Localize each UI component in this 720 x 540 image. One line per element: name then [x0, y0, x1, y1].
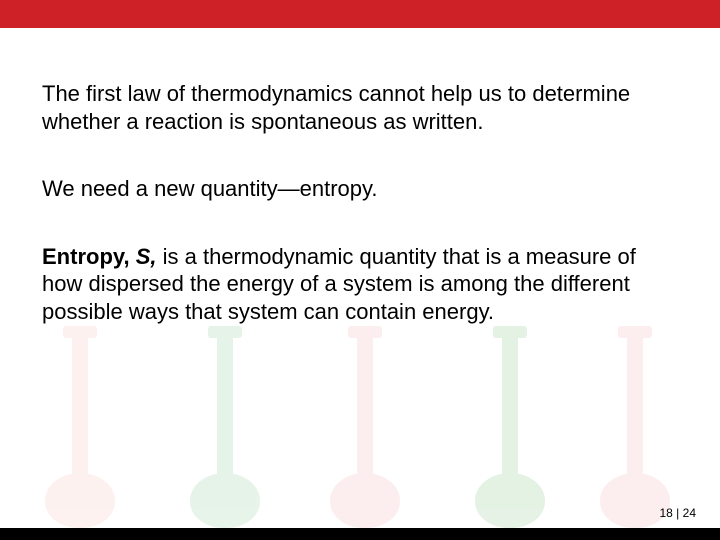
paragraph-2: We need a new quantity—entropy. — [42, 175, 660, 203]
flask-decor — [475, 328, 545, 528]
term-symbol: S, — [136, 244, 157, 269]
page-separator: | — [673, 506, 683, 520]
page-number: 18 | 24 — [659, 506, 696, 520]
paragraph-3: Entropy, S, is a thermodynamic quantity … — [42, 243, 660, 326]
top-accent-bar — [0, 0, 720, 28]
flask-decor — [45, 328, 115, 528]
bottom-accent-bar — [0, 528, 720, 540]
flask-decor — [330, 328, 400, 528]
term-label: Entropy, — [42, 244, 136, 269]
flask-decor — [190, 328, 260, 528]
slide-content: The first law of thermodynamics cannot h… — [42, 80, 660, 325]
flask-decor — [600, 328, 670, 528]
page-total: 24 — [683, 506, 696, 520]
paragraph-1: The first law of thermodynamics cannot h… — [42, 80, 660, 135]
page-current: 18 — [659, 506, 672, 520]
